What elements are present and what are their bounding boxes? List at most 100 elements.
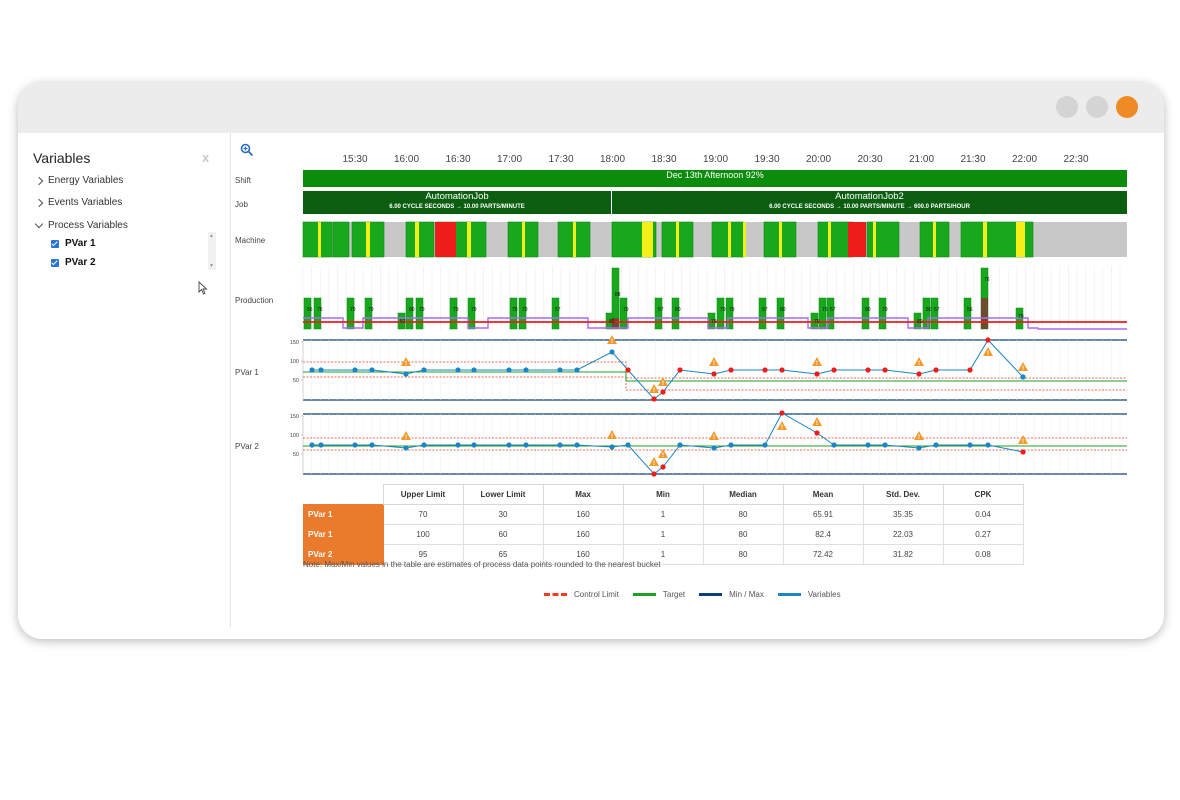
production-value-label: 79 — [512, 307, 518, 313]
production-value-label: 80 — [926, 307, 932, 313]
sidebar-close-button[interactable]: x — [202, 150, 210, 165]
pvar-data-point — [660, 389, 666, 395]
window-minimize-button[interactable] — [1056, 96, 1078, 118]
time-label: 16:30 — [445, 154, 471, 165]
production-bar — [776, 297, 785, 330]
window-maximize-button[interactable] — [1086, 96, 1108, 118]
table-header-blank — [304, 485, 384, 505]
sidebar-item-energy-variables[interactable]: Energy Variables — [34, 175, 124, 186]
production-bar — [913, 312, 922, 330]
table-row-header: PVar 1 — [303, 504, 384, 525]
warning-icon — [983, 347, 993, 356]
sidebar-item-events-variables[interactable]: Events Variables — [34, 197, 122, 208]
machine-warning-marker — [933, 222, 936, 257]
production-bar — [467, 297, 476, 330]
production-bar — [551, 297, 560, 330]
time-label: 18:00 — [599, 154, 626, 165]
pvar-data-point — [403, 371, 409, 377]
row-label-job: Job — [235, 200, 248, 209]
pvar-tick-label: 150 — [290, 414, 299, 420]
pvar-data-point — [933, 367, 939, 373]
pvar-data-point — [318, 442, 324, 448]
pvar-data-point — [831, 442, 837, 448]
pvar-data-point — [609, 444, 615, 450]
production-bar — [346, 297, 355, 330]
checkbox-checked-icon[interactable] — [51, 258, 59, 267]
production-bar — [758, 297, 767, 330]
legend-item-control-limit[interactable]: Control Limit — [544, 590, 619, 599]
warning-icon — [607, 335, 617, 344]
shift-bar[interactable]: Dec 13th Afternoon 92% — [303, 170, 1127, 187]
pvar-data-point — [352, 442, 358, 448]
production-bar — [303, 297, 312, 330]
production-value-label: 57 — [658, 307, 664, 313]
sidebar-item-process-variables[interactable]: Process Variables — [34, 219, 128, 231]
warning-icon-glyph: ! — [816, 361, 818, 367]
legend-item-variables[interactable]: Variables — [777, 590, 841, 599]
production-value-label: 57 — [400, 319, 406, 325]
time-label: 19:00 — [702, 154, 729, 165]
production-value-label: 79 — [1018, 314, 1024, 320]
production-value-label: 80 — [865, 307, 871, 313]
warning-icon-glyph: ! — [611, 434, 613, 440]
machine-running-segment — [302, 221, 333, 258]
machine-warning-marker — [873, 222, 876, 257]
machine-warning-marker — [318, 222, 321, 257]
table-cell: 72.42 — [782, 544, 864, 565]
pvar2-checkbox-item[interactable]: PVar 2 — [51, 257, 96, 268]
table-header: Std. Dev. — [862, 484, 944, 505]
pvar-data-point — [779, 410, 785, 416]
machine-warning-marker — [642, 222, 653, 257]
pvar-data-point — [574, 442, 580, 448]
legend-item-target[interactable]: Target — [632, 590, 685, 599]
pvar-data-point — [471, 367, 477, 373]
warning-icon — [709, 357, 719, 366]
checkbox-checked-icon[interactable] — [51, 239, 59, 248]
job-bar-automationjob[interactable]: AutomationJob 6.00 CYCLE SECONDS → 10.00… — [303, 191, 611, 214]
production-value-label: 88 — [615, 292, 621, 298]
warning-icon-glyph: ! — [653, 461, 655, 467]
machine-running-segment — [866, 221, 900, 258]
sidebar-scrollbar[interactable]: ▲ ▼ — [208, 232, 216, 270]
pvar-data-point — [318, 367, 324, 373]
production-bar — [826, 297, 835, 330]
table-cell: 82.4 — [782, 524, 864, 545]
scroll-up-icon[interactable]: ▲ — [209, 233, 214, 239]
pvar-data-point — [574, 367, 580, 373]
pvar1-checkbox-item[interactable]: PVar 1 — [51, 238, 96, 249]
scroll-down-icon[interactable]: ▼ — [209, 263, 214, 269]
time-label: 20:30 — [857, 154, 883, 165]
warning-icon — [914, 431, 924, 440]
pvar-data-point — [455, 367, 461, 373]
pvar-data-point — [985, 442, 991, 448]
window-close-button[interactable] — [1116, 96, 1138, 118]
pvar-data-point — [711, 371, 717, 377]
pvar-data-point — [865, 367, 871, 373]
job-bar-automationjob2[interactable]: AutomationJob2 6.00 CYCLE SECONDS → 10.0… — [612, 191, 1127, 214]
production-bar — [619, 297, 628, 330]
production-value-label: 80 — [917, 319, 923, 325]
production-value-label: 56 — [307, 307, 313, 313]
production-value-label: 79 — [453, 307, 459, 313]
pvar2-label: PVar 2 — [65, 257, 96, 268]
time-label: 17:30 — [548, 154, 574, 165]
warning-icon-glyph: ! — [781, 425, 783, 431]
pvar-series-line — [312, 339, 1024, 400]
time-label: 21:00 — [908, 154, 935, 165]
warning-icon — [1018, 362, 1028, 371]
pvar1-label: PVar 1 — [65, 238, 96, 249]
legend-item-min-max[interactable]: Min / Max — [699, 590, 764, 599]
pvar-target-line — [303, 371, 1127, 382]
machine-warning-marker — [728, 222, 731, 257]
production-value-label: 79 — [522, 307, 528, 313]
time-label: 16:00 — [393, 154, 420, 165]
zoom-in-icon[interactable] — [240, 143, 254, 157]
pvar-data-point — [916, 445, 922, 451]
job-name: AutomationJob — [425, 191, 489, 202]
pvar-data-point — [369, 367, 375, 373]
sidebar-item-label: Energy Variables — [48, 175, 124, 186]
production-value-label: 79 — [419, 307, 425, 313]
mouse-cursor-icon — [198, 281, 208, 295]
table-cell: 0.08 — [942, 544, 1024, 565]
production-value-label: 80 — [675, 307, 681, 313]
